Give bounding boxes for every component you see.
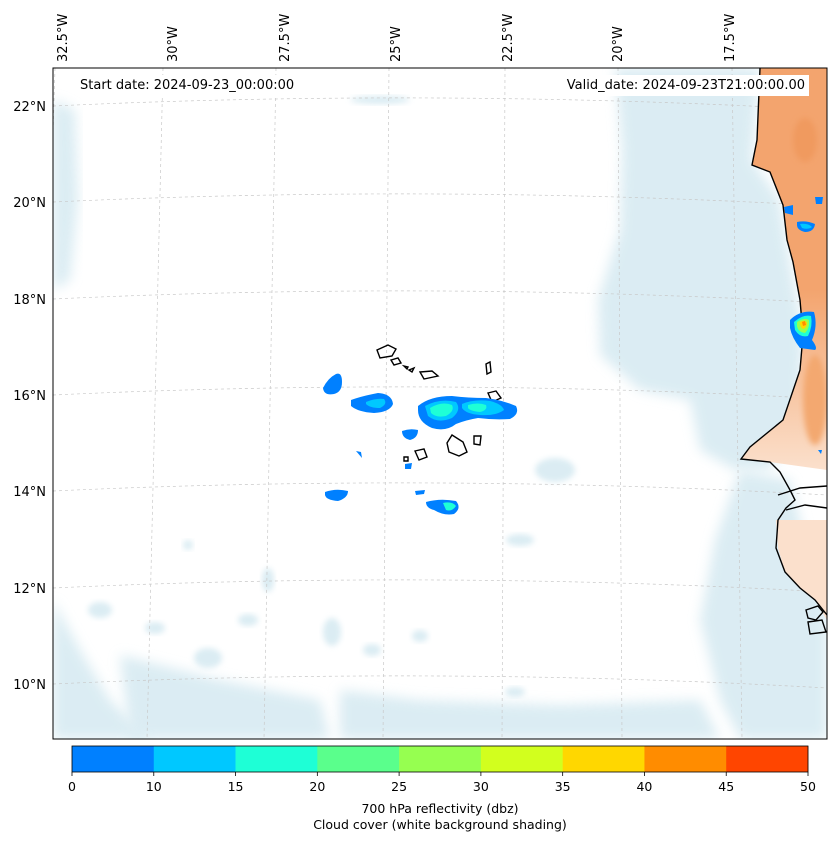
meridian-line xyxy=(501,68,506,739)
colorbar-segment xyxy=(480,746,563,772)
lon-label-30w: 30°W xyxy=(166,26,181,62)
parallel-line xyxy=(53,579,827,593)
colorbar-frame xyxy=(71,745,809,773)
colorbar-tick-label: 25 xyxy=(391,779,407,794)
colorbar: 0 10 15 20 25 30 35 40 45 50 xyxy=(68,745,816,794)
colorbar-segment xyxy=(235,746,318,772)
longitude-labels: 32.5°W 30°W 27.5°W 25°W 22.5°W 20°W 17.5… xyxy=(56,14,738,62)
colorbar-tick-label: 0 xyxy=(68,779,76,794)
colorbar-title: 700 hPa reflectivity (dbz) Cloud cover (… xyxy=(0,801,837,833)
lat-label-22n: 22°N xyxy=(13,100,46,115)
colorbar-segment xyxy=(153,746,236,772)
start-date-label: Start date: 2024-09-23_00:00:00 xyxy=(76,75,299,96)
coastline-west-africa xyxy=(739,68,827,616)
lon-label-27-5w: 27.5°W xyxy=(278,14,293,62)
parallel-line xyxy=(53,290,827,304)
map-area xyxy=(53,68,827,739)
colorbar-tick-label: 45 xyxy=(718,779,734,794)
valid-date-label: Valid_date: 2024-09-23T21:00:00.00 xyxy=(562,75,809,96)
lat-label-16n: 16°N xyxy=(13,389,46,404)
coastline-bijagos xyxy=(805,605,827,635)
parallel-line xyxy=(53,193,827,207)
colorbar-tick-label: 10 xyxy=(146,779,162,794)
lat-label-20n: 20°N xyxy=(13,196,46,211)
meridian-line xyxy=(263,68,277,739)
parallel-line xyxy=(53,482,827,496)
parallel-line xyxy=(53,386,827,400)
map-frame xyxy=(52,67,828,740)
lat-label-18n: 18°N xyxy=(13,293,46,308)
colorbar-tick-label: 40 xyxy=(636,779,652,794)
colorbar-tick-label: 30 xyxy=(473,779,489,794)
island-sal xyxy=(485,360,492,376)
island-sao-nicolau xyxy=(407,366,440,380)
coastlines xyxy=(376,68,827,635)
lon-label-25w: 25°W xyxy=(389,26,404,62)
graticule xyxy=(53,68,827,739)
coastline-casamance xyxy=(785,504,827,511)
island-maio xyxy=(473,435,482,446)
island-santo-antao xyxy=(376,344,397,359)
lat-label-10n: 10°N xyxy=(13,678,46,693)
land-gambia-guinea xyxy=(776,520,827,620)
island-fogo xyxy=(414,448,428,461)
parallel-line xyxy=(53,675,827,689)
colorbar-segment xyxy=(726,746,809,772)
colorbar-tick-label: 15 xyxy=(228,779,244,794)
colorbar-tick-label: 50 xyxy=(800,779,816,794)
lon-label-20w: 20°W xyxy=(611,26,626,62)
colorbar-segment xyxy=(399,746,482,772)
coastline-gambia-river xyxy=(777,485,827,496)
lon-label-17-5w: 17.5°W xyxy=(723,14,738,62)
lon-label-32-5w: 32.5°W xyxy=(56,14,71,62)
lon-label-22-5w: 22.5°W xyxy=(501,14,516,62)
colorbar-title-line1: 700 hPa reflectivity (dbz) xyxy=(361,801,519,816)
colorbar-segment xyxy=(562,746,645,772)
island-santa-luzia xyxy=(401,364,410,371)
meridian-line xyxy=(382,68,390,739)
island-sao-vicente xyxy=(389,357,403,366)
reflectivity-contours xyxy=(323,197,823,515)
meridian-line xyxy=(146,68,164,739)
colorbar-title-line2: Cloud cover (white background shading) xyxy=(313,817,567,832)
colorbar-tick-label: 35 xyxy=(555,779,571,794)
colorbar-segment xyxy=(317,746,400,772)
island-santiago xyxy=(446,434,468,457)
latitude-labels: 22°N 20°N 18°N 16°N 14°N 12°N 10°N xyxy=(13,100,46,693)
colorbar-segment xyxy=(644,746,727,772)
lat-label-14n: 14°N xyxy=(13,485,46,500)
island-brava xyxy=(403,456,409,462)
parallel-line xyxy=(53,97,827,111)
colorbar-tick-label: 20 xyxy=(309,779,325,794)
colorbar-segment xyxy=(72,746,155,772)
meridian-line xyxy=(731,68,743,739)
lat-label-12n: 12°N xyxy=(13,582,46,597)
meridian-line xyxy=(617,68,623,739)
